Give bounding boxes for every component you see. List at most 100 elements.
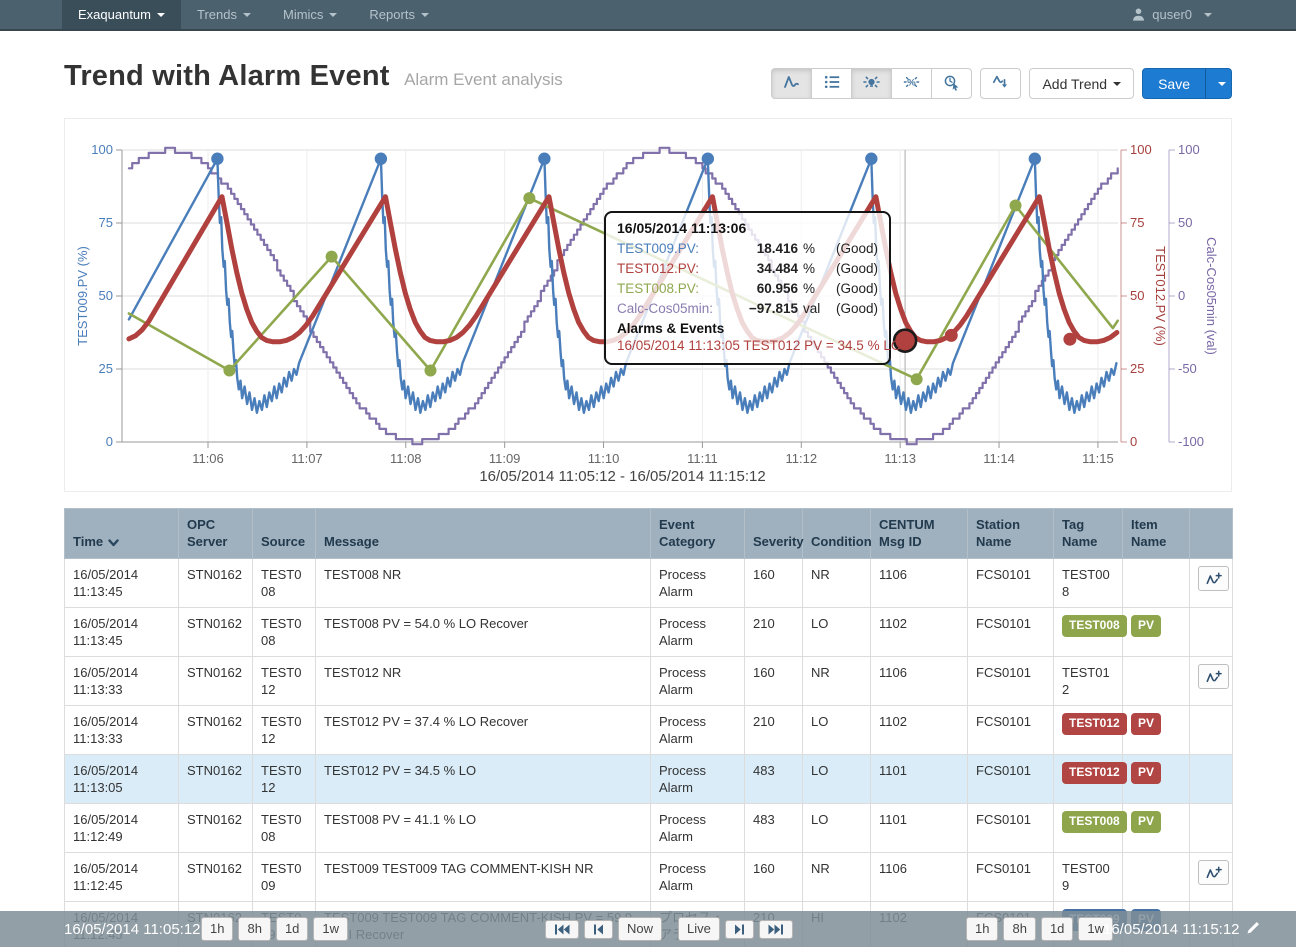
page-header: Trend with Alarm Event Alarm Event analy… [64,60,563,93]
column-header-msg_id[interactable]: CENTUM Msg ID [870,508,968,559]
alarm-filter-button[interactable]: % [891,68,933,99]
range-1h-button-left[interactable]: 1h [201,917,234,941]
column-header-tag[interactable]: Tag Name [1053,508,1123,559]
svg-text:50: 50 [99,288,113,303]
tooltip-series-unit: val [803,301,821,316]
skip-forward-button[interactable] [758,919,793,939]
cell-event-category: Process Alarm [650,754,745,804]
step-backward-button[interactable] [584,919,613,939]
column-header-source[interactable]: Source [252,508,316,559]
item-badge: PV [1131,615,1162,637]
column-header-message[interactable]: Message [315,508,651,559]
add-trend-row-button[interactable] [1198,664,1229,689]
skip-backward-button[interactable] [545,919,579,939]
nav-item-label: Mimics [282,7,324,22]
edit-end-time-icon[interactable] [1247,921,1260,938]
column-header-item[interactable]: Item Name [1122,508,1190,559]
page-subtitle: Alarm Event analysis [404,70,563,89]
trend-view-button[interactable] [771,68,813,99]
add-trend-button[interactable]: Add Trend [1029,68,1135,99]
column-header-time[interactable]: Time [64,508,179,559]
column-header-category[interactable]: Event Category [650,508,745,559]
cell-condition: NR [802,558,871,608]
range-1d-button-left[interactable]: 1d [275,917,309,941]
save-split-button: Save [1142,68,1232,99]
nav-item-reports[interactable]: Reports [353,0,445,29]
cell-centum-msg-id: 1102 [870,705,968,755]
cell-event-category: Process Alarm [650,607,745,657]
tooltip-row: TEST012.PV: 34.484 % (Good) [617,259,878,279]
cell-source: TEST008 [252,607,316,657]
cell-event-category: Process Alarm [650,656,745,706]
column-header-opc[interactable]: OPC Server [178,508,253,559]
user-menu[interactable]: quser0 [1121,0,1222,29]
range-1w-button-right[interactable]: 1w [1078,917,1114,941]
save-options-button[interactable] [1205,68,1232,99]
chart-tooltip: 16/05/2014 11:13:06 TEST009.PV: 18.416 %… [604,211,901,365]
tooltip-series-value: 60.956 [756,281,798,296]
save-button[interactable]: Save [1142,68,1206,99]
column-header-station[interactable]: Station Name [967,508,1054,559]
range-8h-button-left[interactable]: 8h [238,917,271,941]
svg-text:100: 100 [1178,142,1200,157]
cell-item-name [1122,558,1190,608]
tooltip-row: Calc-Cos05min: −97.815 val (Good) [617,299,878,319]
table-row[interactable]: 16/05/2014 11:13:05 STN0162 TEST012 TEST012 … [64,754,1233,804]
time-pick-button[interactable] [931,68,973,99]
trend-chart-canvas[interactable]: 0 25 50 75 100 TEST009.PV (%) 0 25 50 75 100 TEST01… [65,119,1231,467]
svg-text:11:15: 11:15 [1082,451,1114,466]
svg-text:TEST009.PV (%): TEST009.PV (%) [75,246,90,346]
cell-severity: 160 [744,656,803,706]
range-1w-button-left[interactable]: 1w [313,917,349,941]
nav-item-mimics[interactable]: Mimics [267,0,353,29]
range-1d-button-right[interactable]: 1d [1040,917,1074,941]
alarm-lamp-percent-icon: % [903,74,920,93]
step-forward-button[interactable] [724,919,754,939]
page-title: Trend with Alarm Event [64,60,390,92]
tooltip-timestamp: 16/05/2014 11:13:06 [617,220,747,236]
table-row[interactable]: 16/05/2014 11:13:33 STN0162 TEST012 TEST012 … [64,656,1233,706]
nav-item-trends[interactable]: Trends [181,0,267,29]
cell-centum-msg-id: 1102 [870,607,968,657]
column-header-condition[interactable]: Condition [802,508,872,559]
add-trend-row-button[interactable] [1198,860,1229,885]
tag-badge: TEST012 [1062,713,1127,735]
step-backward-icon [593,924,604,935]
cell-severity: 160 [744,852,803,902]
cell-opc-server: STN0162 [178,607,253,657]
tooltip-series-label: TEST009.PV: [617,241,700,256]
table-row[interactable]: 16/05/2014 11:13:45 STN0162 TEST008 TEST008 … [64,607,1233,657]
column-header-action[interactable] [1189,508,1233,559]
cell-message: TEST012 PV = 37.4 % LO Recover [315,705,651,755]
alarm-display-button[interactable] [851,68,893,99]
range-8h-button-right[interactable]: 8h [1003,917,1036,941]
nav-item-label: Reports [369,7,415,22]
svg-text:0: 0 [1130,434,1137,449]
cell-station-name: FCS0101 [967,607,1054,657]
add-trend-row-button[interactable] [1198,566,1229,591]
end-time-display: 16/05/2014 11:15:12 [1103,921,1260,938]
svg-text:11:09: 11:09 [489,451,521,466]
svg-text:50: 50 [1178,215,1192,230]
live-button[interactable]: Live [678,917,720,941]
svg-text:100: 100 [1130,142,1152,157]
cell-message: TEST008 NR [315,558,651,608]
tooltip-series-label: TEST012.PV: [617,261,700,276]
event-list-button[interactable] [811,68,853,99]
range-1h-button-right[interactable]: 1h [966,917,999,941]
import-trend-button[interactable] [980,68,1022,99]
svg-text:11:06: 11:06 [192,451,224,466]
cell-action [1189,558,1233,608]
now-button[interactable]: Now [618,917,663,941]
svg-text:11:11: 11:11 [687,451,718,466]
nav-brand-exaquantum[interactable]: Exaquantum [62,0,181,29]
column-header-severity[interactable]: Severity [744,508,804,559]
trend-chart[interactable]: 0 25 50 75 100 TEST009.PV (%) 0 25 50 75 100 TEST01… [64,118,1232,492]
cell-tag-name: TEST008 [1053,607,1127,657]
table-row[interactable]: 16/05/2014 11:12:49 STN0162 TEST008 TEST008 … [64,803,1233,853]
table-row[interactable]: 16/05/2014 11:13:45 STN0162 TEST008 TEST008 … [64,558,1233,608]
cell-item-name [1122,656,1190,706]
table-row[interactable]: 16/05/2014 11:13:33 STN0162 TEST012 TEST012 … [64,705,1233,755]
cell-action [1189,607,1233,657]
